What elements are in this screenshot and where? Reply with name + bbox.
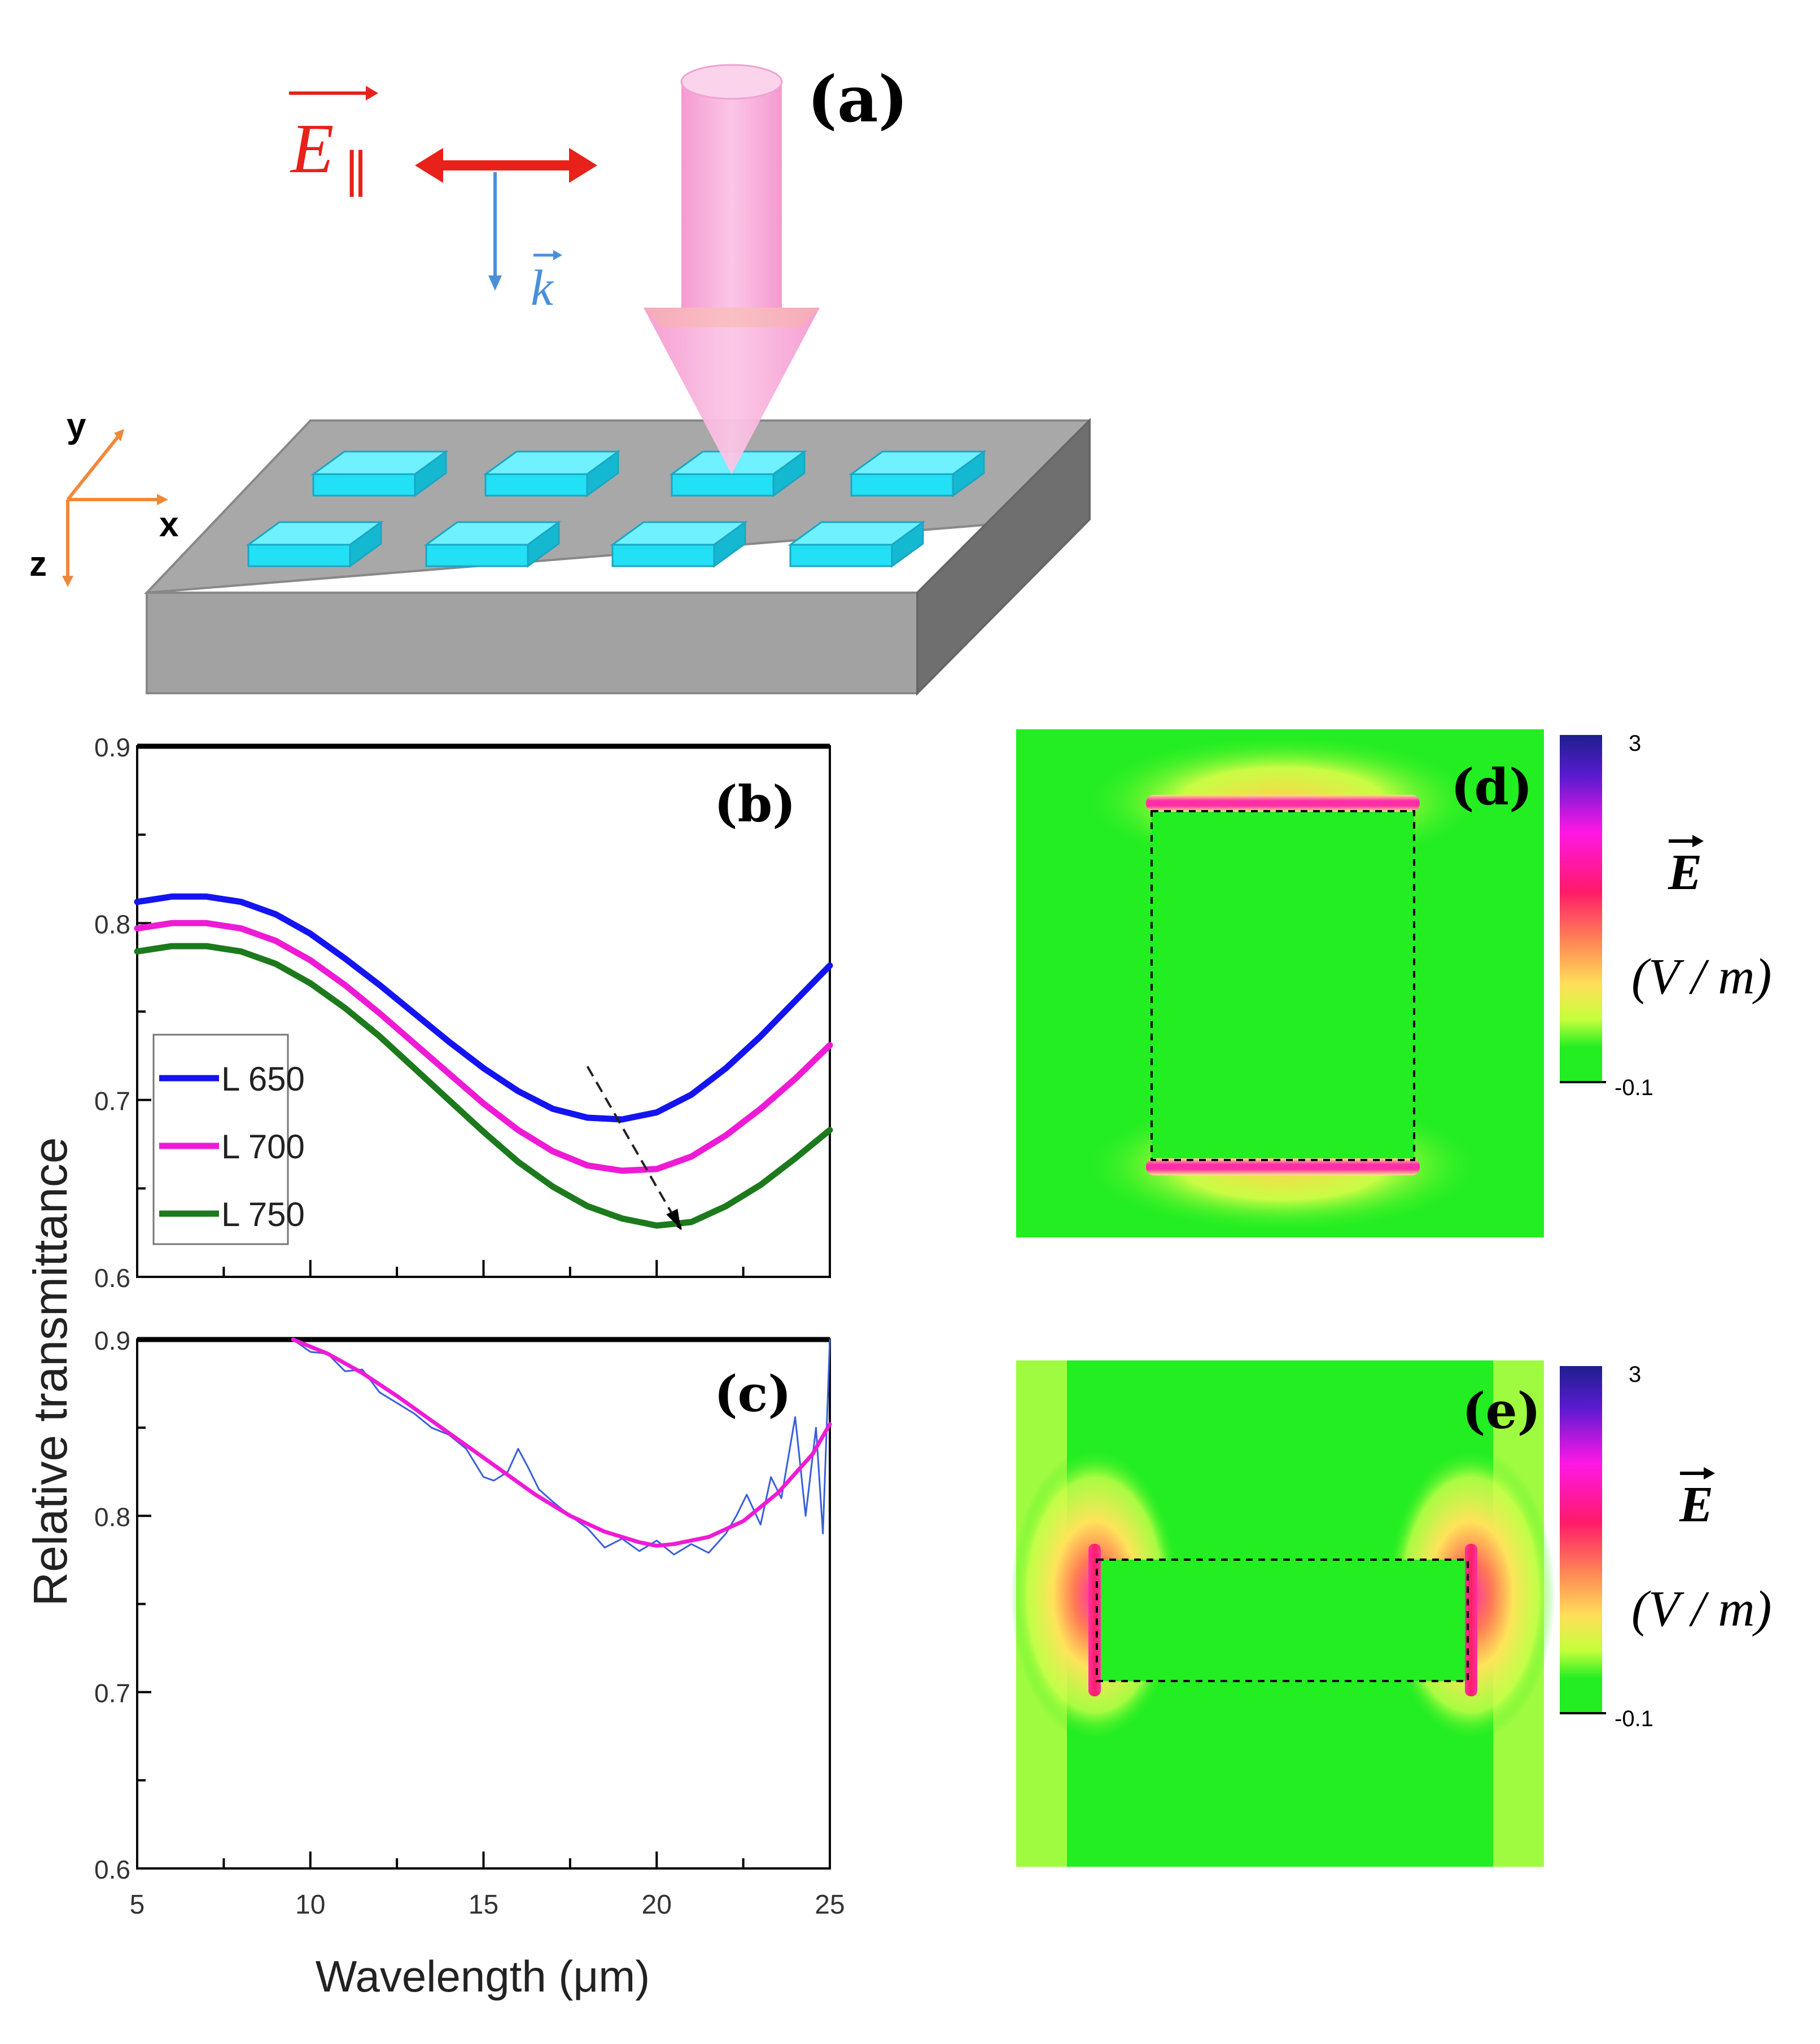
y-tick-label: 0.7: [94, 1087, 130, 1116]
y-tick-label: 0.8: [94, 909, 130, 939]
k-vector-arrow: [488, 172, 502, 291]
chart-c-panel-label: (c): [714, 1364, 791, 1423]
chart-b-shift-arrow: [586, 1066, 682, 1231]
colorbar-d-quantity-symbol: E: [1668, 844, 1702, 900]
shift-arrow: [586, 1066, 682, 1231]
k-symbol: k: [531, 260, 554, 316]
colorbar-d-quantity: E: [1668, 835, 1704, 900]
plots-bc: Relative transmittance Wavelength (μm) 0…: [24, 733, 845, 2001]
chart-b-y-tick-labels: 0.9 0.8 0.7 0.6: [94, 733, 130, 1293]
coordinate-axes: y x z: [29, 406, 179, 587]
axis-x-label: x: [159, 505, 179, 544]
colorbar-e-quantity: E: [1679, 1467, 1715, 1533]
x-tick-label: 20: [642, 1890, 672, 1920]
series-line-l-700: [134, 920, 833, 1174]
patch: [848, 450, 987, 497]
x-tick-label: 5: [130, 1890, 145, 1920]
x-tick-label: 15: [469, 1890, 498, 1920]
colorbar-d: [1560, 735, 1602, 1082]
patch: [610, 520, 748, 568]
substrate-side: [916, 418, 1091, 696]
colorbar-d-max: 3: [1629, 731, 1641, 756]
y-tick-label: 0.6: [94, 1263, 130, 1293]
y-tick-label: 0.8: [94, 1502, 130, 1531]
patch-array: [246, 450, 987, 568]
chart-b-legend: L 650 L 700 L 750: [152, 1034, 305, 1245]
patch-outline-d: [1150, 810, 1415, 1161]
k-label: k: [531, 250, 562, 316]
hotspot-top-d: [1146, 795, 1420, 812]
colorbar-e-min: -0.1: [1615, 1706, 1653, 1731]
patch-region-d: [1152, 810, 1414, 1160]
hotspot-bottom-d: [1146, 1158, 1420, 1175]
patch-region-e: [1097, 1560, 1468, 1681]
x-axis-title: Wavelength (μm): [316, 1951, 650, 2001]
legend-box: [152, 1034, 289, 1245]
panel-e-field-map: (e) 3 -0.1 E (V / m): [1010, 1360, 1771, 1867]
colorbar-d-min: -0.1: [1615, 1075, 1653, 1100]
chart-c-y-tick-labels: 0.9 0.8 0.7 0.6: [94, 1326, 130, 1884]
panel-a-schematic: E ∥ k (a) y x z: [29, 63, 1091, 696]
e-field-arrow: [415, 148, 597, 183]
series-line-l-750: [134, 943, 833, 1229]
series-line-measured: [292, 1338, 831, 1556]
e-field-symbol: E: [290, 110, 334, 188]
colorbar-e-unit: (V / m): [1631, 1581, 1771, 1637]
chart-b-ticks: [136, 833, 831, 1277]
y-tick-label: 0.9: [94, 733, 130, 762]
panel-a-label: (a): [807, 63, 908, 137]
legend-label: L 700: [221, 1128, 305, 1166]
patch: [483, 450, 621, 497]
panel-d-field-map: (d) 3 -0.1 E (V / m): [1016, 729, 1771, 1237]
y-axis-title: Relative transmittance: [24, 1137, 77, 1606]
x-tick-label: 10: [295, 1890, 325, 1920]
patch: [310, 450, 449, 497]
panel-e-label: (e): [1462, 1381, 1541, 1440]
patch-outline-e: [1096, 1559, 1469, 1682]
hotspot-right-e: [1465, 1544, 1477, 1696]
patch: [246, 520, 384, 568]
chart-b-series: [134, 893, 833, 1229]
panel-d-label: (d): [1451, 758, 1533, 816]
shift-arrow-head: [666, 1209, 681, 1229]
chart-b: 0.9 0.8 0.7 0.6 (b) L 650 L 700 L 750: [94, 733, 833, 1293]
chart-c-ticks: [136, 1426, 831, 1868]
patch: [423, 520, 562, 568]
patch: [669, 450, 807, 497]
chart-c: 0.9 0.8 0.7 0.6 (c) 5 10 15 20 25: [94, 1326, 845, 1920]
incident-beam: [644, 64, 820, 474]
y-tick-label: 0.9: [94, 1326, 130, 1355]
e-field-subscript: ∥: [344, 147, 368, 203]
legend-label: L 750: [221, 1196, 305, 1233]
hotspot-left-e: [1088, 1544, 1101, 1696]
colorbar-e: [1560, 1366, 1602, 1713]
chart-b-panel-label: (b): [714, 774, 796, 833]
colorbar-d-unit: (V / m): [1631, 949, 1771, 1005]
axis-y-label: y: [67, 406, 86, 445]
colorbar-e-max: 3: [1629, 1362, 1641, 1387]
axis-z-label: z: [29, 545, 47, 584]
substrate-front: [146, 592, 918, 694]
chart-c-series: [291, 1337, 832, 1556]
patch: [788, 520, 926, 568]
x-tick-labels: 5 10 15 20 25: [130, 1890, 845, 1920]
x-tick-label: 25: [815, 1890, 845, 1920]
y-tick-label: 0.6: [94, 1855, 130, 1884]
series-line-l-650: [134, 893, 833, 1123]
colorbar-e-quantity-symbol: E: [1679, 1477, 1713, 1533]
y-tick-label: 0.7: [94, 1679, 130, 1708]
legend-label: L 650: [221, 1060, 305, 1098]
e-field-label: E ∥: [289, 86, 378, 203]
series-line-fit: [291, 1337, 832, 1548]
